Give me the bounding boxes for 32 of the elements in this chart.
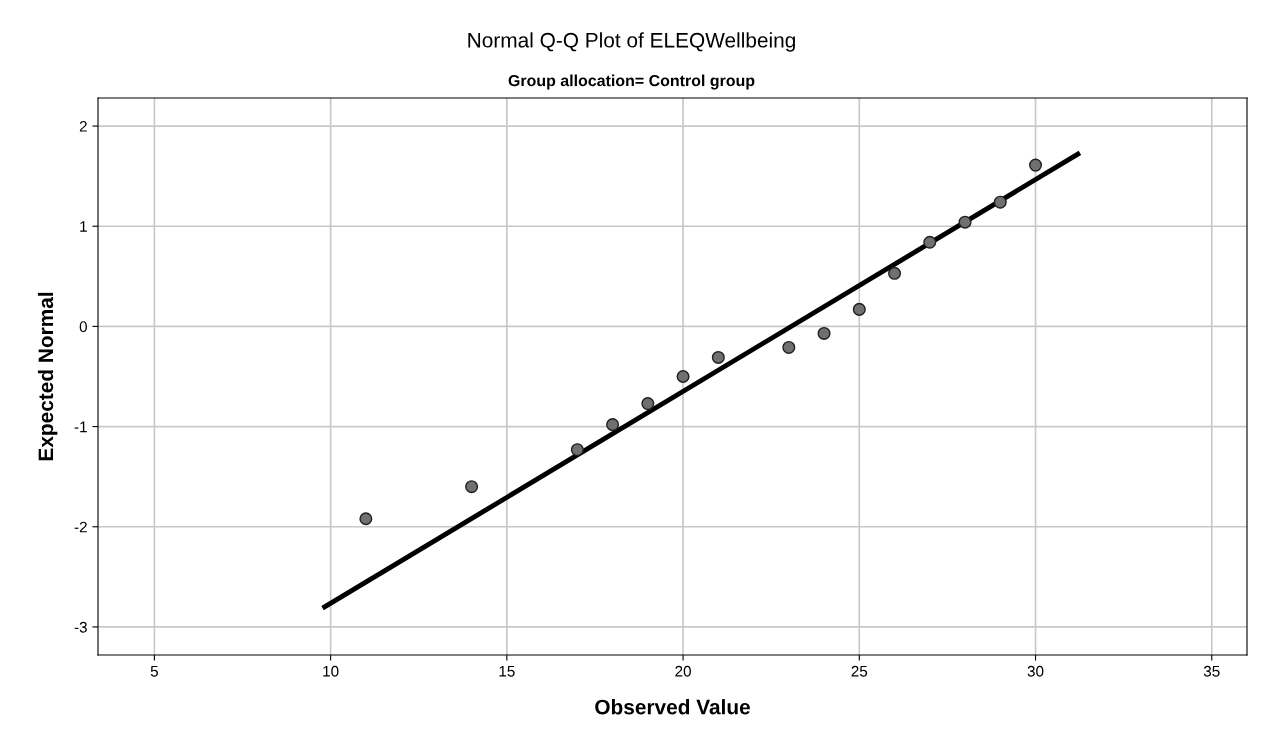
- x-tick-label: 35: [1203, 665, 1220, 677]
- point: [993, 195, 1007, 209]
- x-tick-label: 5: [150, 665, 158, 677]
- x-tick-label: 20: [675, 665, 691, 677]
- x-axis-title: Observed Value: [595, 699, 750, 715]
- chart-subtitle: Group allocation= Control group: [508, 74, 755, 90]
- y-tick-label: 1: [80, 221, 87, 232]
- point: [817, 326, 831, 340]
- point: [888, 266, 902, 280]
- x-tick-label: 10: [323, 665, 339, 677]
- y-tick-label: -3: [74, 621, 87, 633]
- point: [958, 215, 972, 229]
- chart-title: Normal Q-Q Plot of ELEQWellbeing: [468, 32, 795, 52]
- point: [711, 350, 725, 364]
- point: [359, 512, 373, 526]
- y-tick-label: 2: [79, 120, 87, 132]
- x-tick-label: 15: [499, 665, 515, 677]
- point: [606, 418, 620, 432]
- point: [641, 397, 655, 411]
- y-axis-title: Expected Normal: [37, 292, 58, 461]
- point: [676, 369, 690, 384]
- x-tick-label: 30: [1027, 665, 1044, 677]
- point: [1029, 158, 1043, 172]
- point: [782, 340, 796, 354]
- point: [923, 235, 937, 249]
- point: [570, 443, 584, 457]
- y-tick-label: -2: [74, 521, 87, 533]
- point: [852, 302, 866, 316]
- x-tick-label: 25: [851, 665, 868, 677]
- y-tick-label: 0: [79, 321, 87, 333]
- y-tick-label: -1: [74, 421, 87, 433]
- point: [465, 480, 479, 494]
